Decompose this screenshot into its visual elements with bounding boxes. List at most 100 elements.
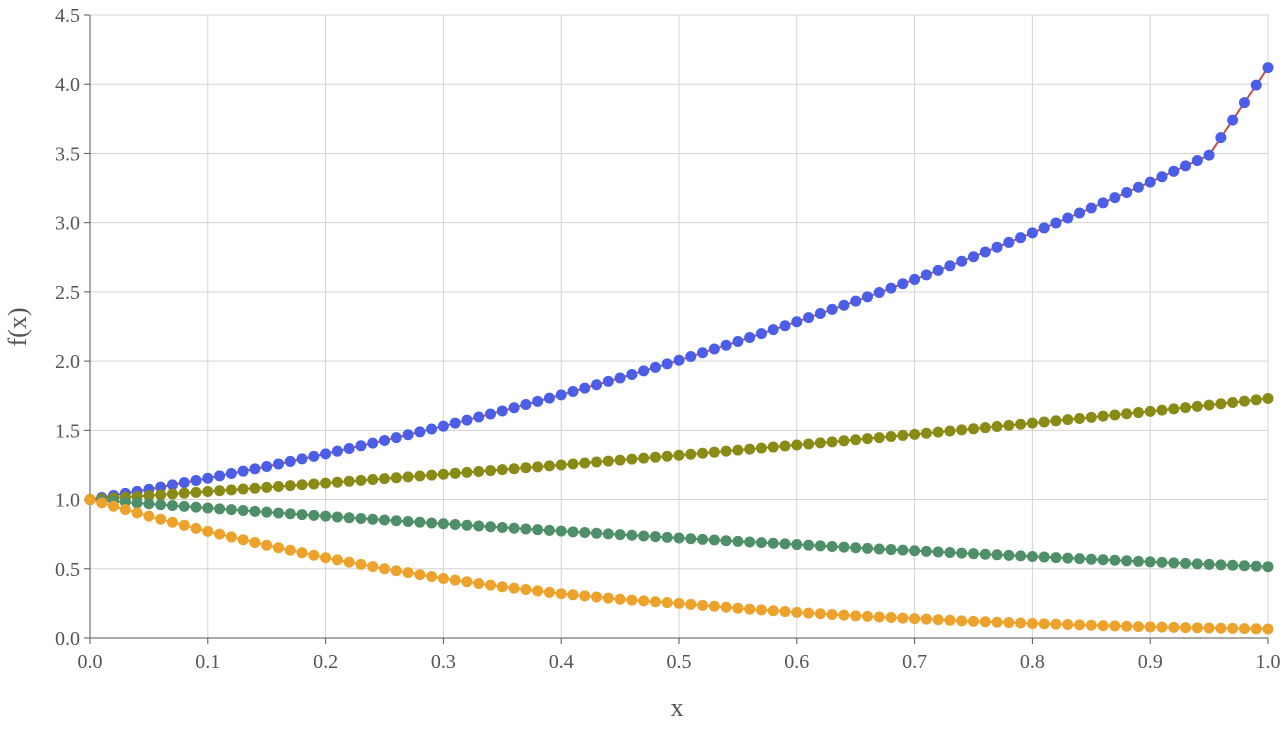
series-marker — [803, 438, 815, 450]
series-marker — [1109, 620, 1121, 632]
series-marker — [461, 519, 473, 531]
series-marker — [414, 516, 426, 528]
series-marker — [1144, 405, 1156, 417]
series-marker — [249, 536, 261, 548]
series-marker — [272, 542, 284, 554]
series-marker — [932, 614, 944, 626]
series-marker — [673, 354, 685, 366]
y-tick-label: 3.5 — [55, 143, 80, 165]
series-marker — [131, 507, 143, 519]
series-marker — [1132, 407, 1144, 419]
series-marker — [426, 423, 438, 435]
series-marker — [956, 547, 968, 559]
series-marker — [414, 569, 426, 581]
series-marker — [1132, 181, 1144, 193]
series-marker — [249, 463, 261, 475]
series-marker — [602, 455, 614, 467]
series-marker — [532, 395, 544, 407]
series-marker — [272, 481, 284, 493]
series-marker — [1262, 623, 1274, 635]
series-marker — [320, 448, 332, 460]
series-marker — [237, 504, 249, 516]
series-marker — [1180, 557, 1192, 569]
series-marker — [284, 480, 296, 492]
series-marker — [331, 445, 343, 457]
series-marker — [414, 426, 426, 438]
series-marker — [402, 567, 414, 579]
series-marker — [720, 535, 732, 547]
x-tick-label: 0.2 — [313, 651, 338, 673]
series-marker — [520, 462, 532, 474]
series-marker — [909, 613, 921, 625]
series-marker — [343, 556, 355, 568]
series-marker — [956, 615, 968, 627]
series-marker — [237, 465, 249, 477]
series-marker — [473, 411, 485, 423]
series-marker — [1215, 132, 1227, 144]
series-marker — [897, 612, 909, 624]
series-marker — [932, 426, 944, 438]
series-marker — [755, 537, 767, 549]
series-marker — [1026, 417, 1038, 429]
series-marker — [909, 428, 921, 440]
series-marker — [602, 528, 614, 540]
series-marker — [296, 509, 308, 521]
series-marker — [649, 361, 661, 373]
series-marker — [614, 454, 626, 466]
series-marker — [567, 589, 579, 601]
series-marker — [555, 588, 567, 600]
series-marker — [379, 514, 390, 526]
axes — [84, 14, 1269, 644]
series-marker — [909, 545, 921, 557]
series-marker — [402, 516, 414, 528]
series-marker — [649, 451, 661, 463]
series-marker — [661, 597, 673, 609]
series-marker — [850, 295, 862, 307]
series-marker — [685, 351, 697, 363]
series-marker — [1203, 622, 1215, 634]
series-marker — [532, 524, 544, 536]
series-marker — [744, 332, 756, 344]
series-marker — [237, 483, 249, 495]
series-marker — [838, 299, 850, 311]
series-marker — [225, 468, 237, 480]
series-marker — [331, 476, 343, 488]
series-marker — [379, 563, 390, 575]
series-marker — [708, 534, 720, 546]
series-marker — [956, 255, 968, 267]
series-marker — [1003, 236, 1015, 248]
series-marker — [331, 511, 343, 523]
series-marker — [685, 448, 697, 460]
series-marker — [449, 519, 461, 531]
series-marker — [673, 597, 685, 609]
series-marker — [296, 479, 308, 491]
series-marker — [520, 523, 532, 535]
series-marker — [437, 420, 449, 432]
series-marker — [897, 429, 909, 441]
series-marker — [1215, 559, 1227, 571]
series-marker — [979, 422, 991, 434]
series-marker — [661, 531, 673, 543]
x-tick-label: 0.1 — [195, 651, 220, 673]
series-marker — [202, 472, 214, 484]
series-marker — [355, 558, 367, 570]
series-marker — [638, 530, 650, 542]
series-marker — [1180, 402, 1192, 414]
series-marker — [673, 449, 685, 461]
series-marker — [473, 465, 485, 477]
series-marker — [567, 458, 579, 470]
series-marker — [1238, 395, 1250, 407]
series-marker — [1156, 404, 1168, 416]
x-tick-label: 0.0 — [78, 651, 103, 673]
series-marker — [779, 538, 791, 550]
series-marker — [143, 510, 155, 522]
series-marker — [602, 592, 614, 604]
series-marker — [697, 599, 709, 611]
series-marker — [555, 459, 567, 471]
series-marker — [920, 613, 932, 625]
series-marker — [1238, 623, 1250, 635]
series-marker — [1121, 620, 1133, 632]
series-marker — [968, 423, 979, 435]
